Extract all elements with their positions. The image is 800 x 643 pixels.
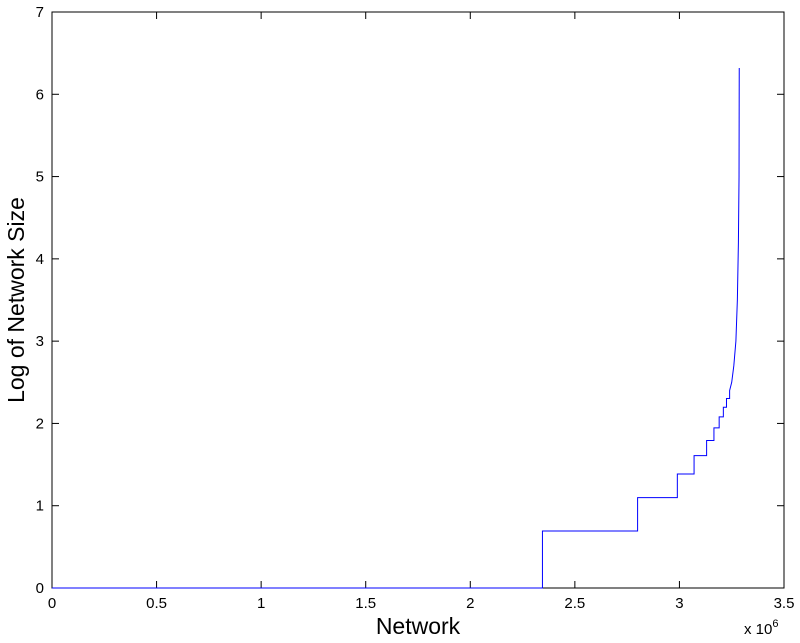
x-tick-label: 1 — [257, 595, 265, 612]
data-line — [52, 67, 740, 589]
x-tick-label: 0.5 — [146, 595, 167, 612]
y-tick-label: 4 — [36, 251, 44, 268]
y-axis-label: Log of Network Size — [3, 197, 29, 403]
x-tick-label: 1.5 — [355, 595, 376, 612]
x-tick-label: 3 — [675, 595, 683, 612]
y-tick-label: 0 — [36, 580, 44, 597]
y-tick-label: 1 — [36, 498, 44, 515]
x-tick-label: 3.5 — [774, 595, 795, 612]
x-axis-label: Network — [376, 613, 461, 639]
x-scale-label: x 106 — [744, 618, 778, 638]
axes-box — [51, 11, 785, 589]
x-tick-label: 2.5 — [564, 595, 585, 612]
x-tick-label: 2 — [466, 595, 474, 612]
x-tick-label: 0 — [48, 595, 56, 612]
y-tick-label: 5 — [36, 169, 44, 186]
y-tick-label: 2 — [36, 415, 44, 432]
x-scale-base: x 10 — [744, 621, 772, 638]
y-tick-label: 3 — [36, 333, 44, 350]
y-tick-label: 7 — [36, 4, 44, 21]
y-tick-label: 6 — [36, 86, 44, 103]
x-scale-exponent: 6 — [772, 618, 778, 630]
